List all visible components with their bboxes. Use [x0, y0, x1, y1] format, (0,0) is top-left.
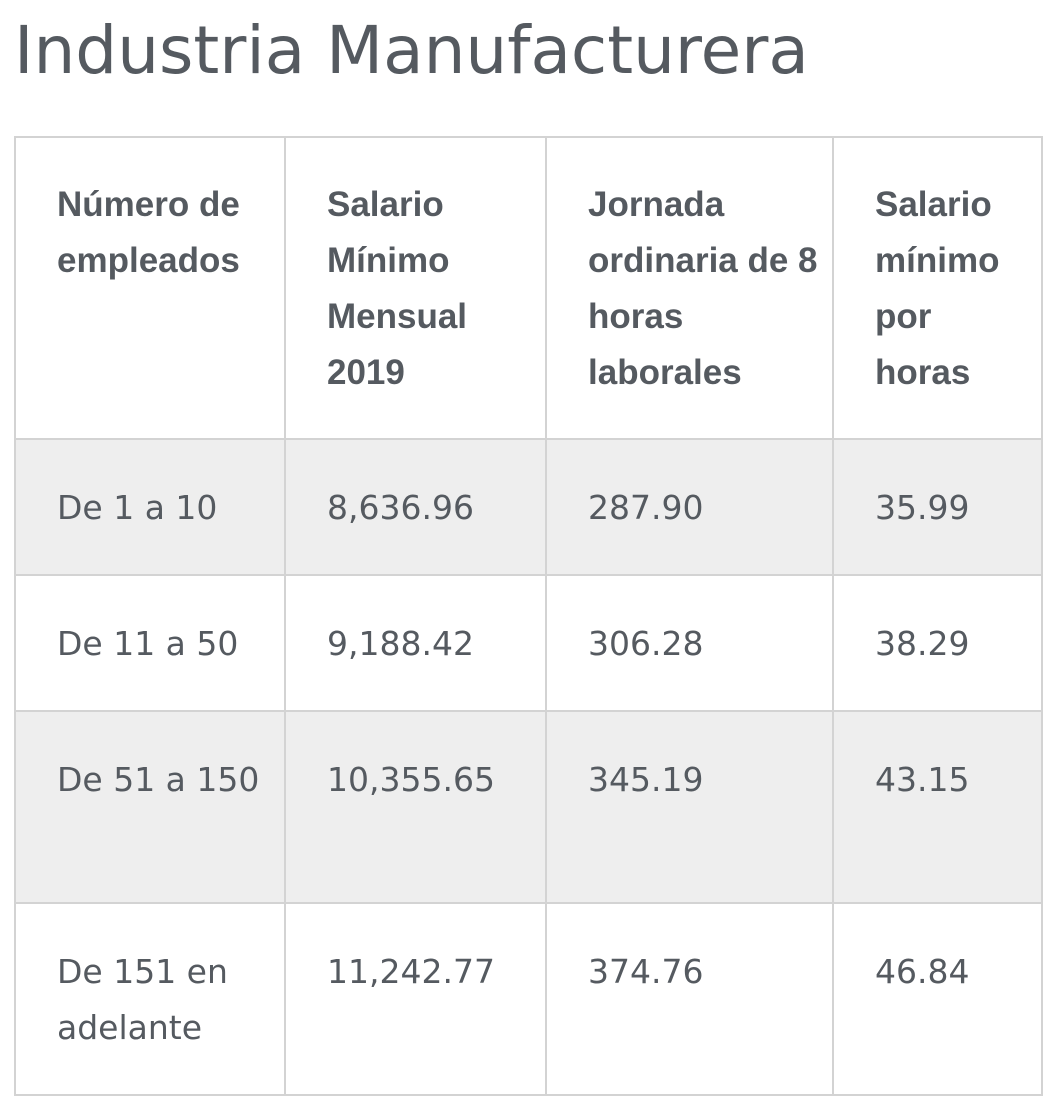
header-numero-empleados: Número de empleados	[14, 136, 286, 440]
cell-empleados: De 151 en adelante	[14, 902, 286, 1096]
header-salario-por-horas: Salario mínimo por horas	[832, 136, 1043, 440]
cell-salario-hora: 43.15	[832, 710, 1043, 904]
table-header-row: Número de empleados Salario Mínimo Mensu…	[14, 136, 1043, 440]
cell-salario-hora: 35.99	[832, 438, 1043, 576]
table-row: De 51 a 150 10,355.65 345.19 43.15	[14, 710, 1043, 904]
table-row: De 1 a 10 8,636.96 287.90 35.99	[14, 438, 1043, 576]
page-title: Industria Manufacturera	[14, 12, 809, 89]
cell-jornada: 374.76	[545, 902, 834, 1096]
cell-salario-mensual: 8,636.96	[284, 438, 547, 576]
table-row: De 11 a 50 9,188.42 306.28 38.29	[14, 574, 1043, 712]
cell-empleados: De 1 a 10	[14, 438, 286, 576]
header-salario-minimo-mensual: Salario Mínimo Mensual 2019	[284, 136, 547, 440]
table-row: De 151 en adelante 11,242.77 374.76 46.8…	[14, 902, 1043, 1096]
salary-table: Número de empleados Salario Mínimo Mensu…	[14, 136, 1043, 1096]
cell-jornada: 345.19	[545, 710, 834, 904]
header-jornada-ordinaria: Jornada ordinaria de 8 horas laborales	[545, 136, 834, 440]
cell-salario-hora: 38.29	[832, 574, 1043, 712]
cell-empleados: De 11 a 50	[14, 574, 286, 712]
cell-salario-mensual: 9,188.42	[284, 574, 547, 712]
cell-jornada: 287.90	[545, 438, 834, 576]
cell-salario-mensual: 10,355.65	[284, 710, 547, 904]
cell-salario-mensual: 11,242.77	[284, 902, 547, 1096]
cell-salario-hora: 46.84	[832, 902, 1043, 1096]
cell-empleados: De 51 a 150	[14, 710, 286, 904]
cell-jornada: 306.28	[545, 574, 834, 712]
